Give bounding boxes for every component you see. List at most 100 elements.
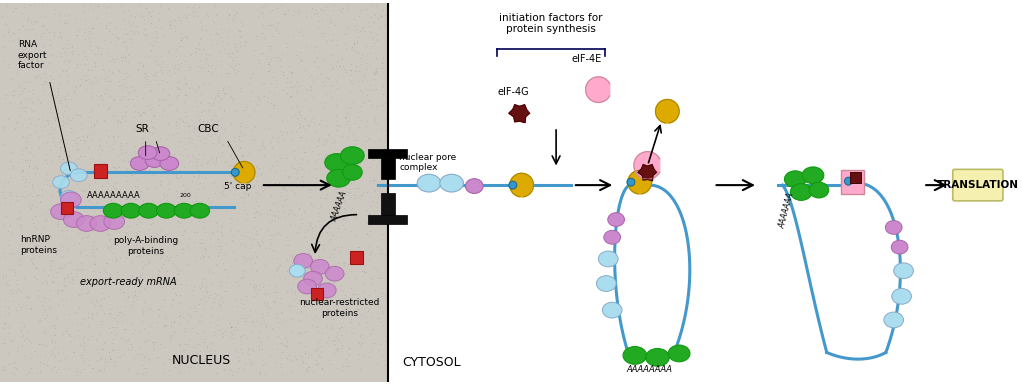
Point (294, 256, 310, 262)
Point (160, 253, 176, 259)
Point (64, 49, 81, 55)
Point (75, 235, 91, 241)
Point (37, 295, 53, 301)
Point (267, 218, 283, 224)
Point (144, 42, 161, 48)
Point (0, 340, 12, 346)
Point (171, 203, 187, 209)
Point (337, 226, 353, 232)
Point (116, 75, 132, 82)
Ellipse shape (130, 157, 149, 170)
Point (342, 72, 358, 78)
Ellipse shape (646, 348, 669, 366)
Point (179, 364, 195, 370)
Point (103, 347, 120, 353)
Point (315, 79, 331, 85)
Point (203, 346, 219, 352)
Point (176, 228, 192, 234)
Point (7, 5, 24, 11)
Point (175, 246, 191, 253)
Point (68, 308, 84, 315)
Point (139, 227, 155, 233)
Point (73, 259, 89, 266)
Point (60, 57, 77, 64)
Point (0, 179, 16, 185)
Point (25, 165, 41, 171)
Point (86, 74, 102, 80)
Point (131, 288, 147, 294)
Point (101, 143, 118, 149)
Point (87, 302, 103, 308)
Point (300, 250, 316, 256)
Point (84, 315, 100, 321)
Ellipse shape (598, 251, 618, 267)
Point (50, 92, 66, 98)
Point (279, 343, 296, 349)
Point (5, 250, 21, 256)
Point (8, 70, 25, 76)
Point (255, 284, 271, 290)
Point (227, 280, 243, 286)
Point (189, 167, 206, 173)
Point (167, 62, 183, 69)
Point (255, 188, 271, 194)
Point (132, 111, 148, 117)
Point (52, 33, 69, 40)
Point (347, 164, 363, 170)
Point (229, 163, 246, 169)
Point (100, 180, 117, 186)
Point (77, 77, 93, 83)
Point (277, 10, 294, 17)
Point (337, 271, 353, 277)
Point (340, 305, 356, 311)
Point (322, 325, 339, 331)
Point (314, 55, 330, 61)
Point (66, 216, 83, 223)
Point (0, 124, 12, 130)
Point (41, 303, 57, 309)
Point (138, 31, 154, 37)
Ellipse shape (802, 167, 824, 184)
Point (358, 189, 374, 195)
Point (373, 308, 390, 314)
Point (208, 261, 224, 268)
Point (36, 30, 52, 37)
Point (32, 236, 48, 243)
Point (185, 123, 202, 129)
Point (125, 18, 141, 25)
Point (215, 182, 231, 189)
Point (222, 227, 238, 233)
Point (361, 135, 377, 141)
Point (54, 122, 71, 128)
Point (70, 27, 86, 33)
Point (343, 67, 359, 73)
Point (297, 97, 313, 103)
Point (375, 362, 392, 368)
Point (117, 277, 133, 283)
Point (55, 243, 72, 249)
Point (348, 137, 364, 143)
Point (150, 239, 167, 246)
Point (39, 26, 55, 32)
Point (204, 281, 220, 288)
Point (95, 345, 112, 352)
Point (224, 95, 240, 101)
Point (77, 53, 93, 59)
Point (301, 246, 317, 253)
Point (119, 74, 135, 80)
Point (199, 157, 216, 164)
Point (314, 258, 330, 264)
Point (0, 312, 12, 318)
Point (283, 328, 300, 334)
Point (193, 240, 210, 246)
Point (314, 366, 330, 372)
Point (45, 257, 61, 263)
Point (38, 209, 54, 215)
Point (277, 187, 294, 193)
Point (267, 179, 283, 186)
Point (301, 364, 317, 370)
Point (87, 187, 103, 194)
Point (98, 4, 115, 10)
Point (224, 372, 240, 378)
Point (323, 216, 340, 222)
